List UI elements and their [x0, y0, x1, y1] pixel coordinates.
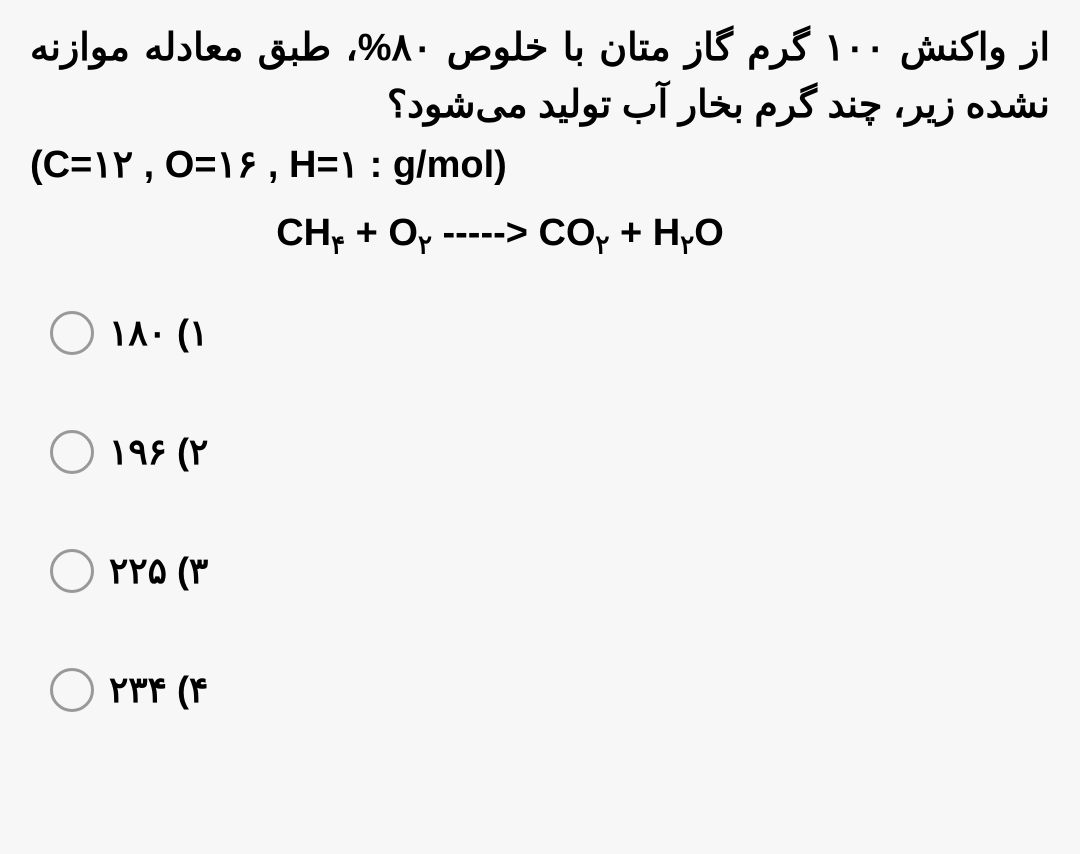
- plus-2: +: [620, 212, 653, 254]
- question-text: از واکنش ۱۰۰ گرم گاز متان با خلوص ۸۰%، ط…: [30, 20, 1050, 134]
- o2-formula: O۲: [388, 212, 432, 254]
- ch4-formula: CH۴: [276, 212, 345, 254]
- radio-icon[interactable]: [50, 549, 94, 593]
- co2-formula: CO۲: [539, 212, 610, 254]
- option-2-text: ۲) ۱۹۶: [109, 431, 208, 473]
- h2o-formula: H۲O: [653, 212, 724, 254]
- option-1[interactable]: ۱) ۱۸۰: [50, 311, 1050, 355]
- options-container: ۱) ۱۸۰ ۲) ۱۹۶ ۳) ۲۲۵ ۴) ۲۳۴: [30, 311, 1050, 712]
- option-3[interactable]: ۳) ۲۲۵: [50, 549, 1050, 593]
- radio-icon[interactable]: [50, 430, 94, 474]
- radio-icon[interactable]: [50, 668, 94, 712]
- option-3-text: ۳) ۲۲۵: [109, 550, 208, 592]
- radio-icon[interactable]: [50, 311, 94, 355]
- option-1-text: ۱) ۱۸۰: [109, 312, 208, 354]
- plus-1: +: [356, 212, 389, 254]
- option-4-text: ۴) ۲۳۴: [109, 669, 208, 711]
- chemical-equation: CH۴ + O۲ -----> CO۲ + H۲O: [30, 212, 1050, 261]
- molar-mass-info: (C=۱۲ , O=۱۶ , H=۱ : g/mol): [30, 142, 1050, 187]
- option-2[interactable]: ۲) ۱۹۶: [50, 430, 1050, 474]
- option-4[interactable]: ۴) ۲۳۴: [50, 668, 1050, 712]
- arrow: ----->: [442, 212, 538, 254]
